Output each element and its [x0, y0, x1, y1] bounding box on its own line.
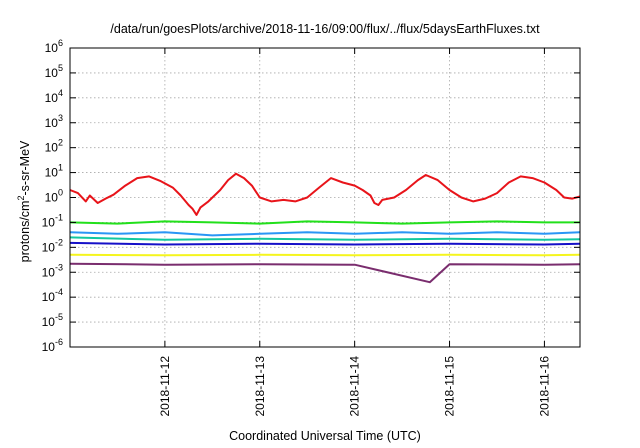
grid: [70, 47, 580, 348]
series-layer: [69, 172, 581, 284]
y-tick-label: 10-1: [42, 212, 63, 229]
y-tick-label: 10-3: [42, 262, 63, 279]
y-tick-label: 102: [45, 138, 63, 155]
y-tick-label: 10-2: [42, 237, 63, 254]
y-axis-title-sup: 2: [16, 196, 26, 201]
series-line-4: [69, 236, 581, 241]
series-line-3: [69, 231, 581, 237]
x-tick-label: 2018-11-13: [253, 356, 267, 417]
y-tick-label: 104: [45, 88, 63, 105]
series-line-6: [69, 253, 581, 257]
axes: 106 105 104 103 102 101 100 10-1 10-2 10-3 10-4 10-…: [42, 38, 581, 417]
y-tick-label: 101: [45, 163, 63, 180]
x-tick-label: 2018-11-12: [158, 356, 172, 417]
x-tick-label: 2018-11-16: [537, 356, 551, 417]
plot-frame: [69, 47, 581, 348]
y-axis-title-rest: -s-sr-MeV: [18, 140, 32, 196]
x-axis-title: Coordinated Universal Time (UTC): [229, 429, 421, 443]
series-line-1: [69, 172, 581, 216]
y-axis-title-base: protons/cm: [18, 201, 32, 263]
chart-title: /data/run/goesPlots/archive/2018-11-16/0…: [110, 22, 540, 36]
x-tick-label: 2018-11-14: [348, 356, 362, 417]
series-line-7: [69, 262, 581, 284]
y-tick-label: 10-6: [42, 337, 63, 354]
series-line-5: [69, 241, 581, 246]
x-tick-label: 2018-11-15: [443, 356, 457, 417]
y-tick-label: 100: [45, 188, 63, 205]
y-axis-title: protons/cm2-s-sr-MeV: [16, 140, 32, 262]
y-tick-label: 10-4: [42, 287, 63, 304]
series-line-2: [69, 220, 580, 225]
y-tick-label: 103: [45, 113, 63, 130]
y-tick-label: 10-5: [42, 312, 63, 329]
y-tick-label: 105: [45, 63, 63, 80]
y-tick-label: 106: [45, 38, 63, 55]
